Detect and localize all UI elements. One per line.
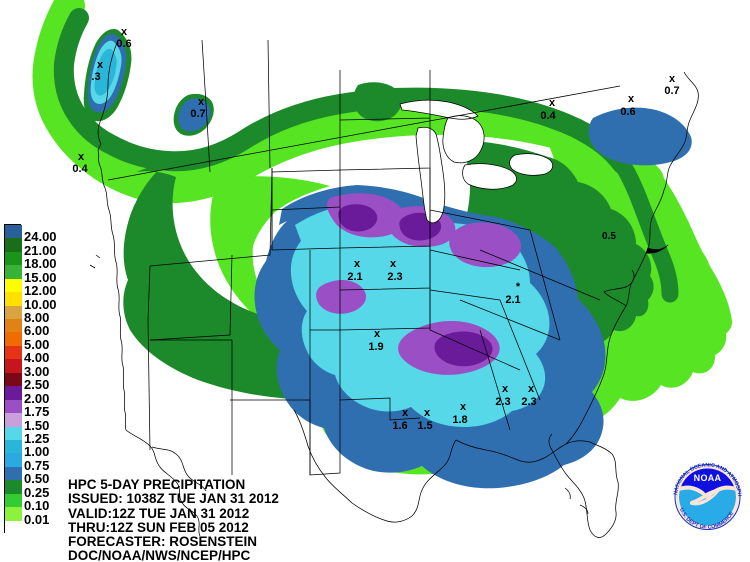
svg-text:NATIONAL OCEANIC AND ATMOSPHER: NATIONAL OCEANIC AND ATMOSPHERIC ADMIN <box>0 0 742 497</box>
svg-text:NOAA: NOAA <box>694 473 722 483</box>
